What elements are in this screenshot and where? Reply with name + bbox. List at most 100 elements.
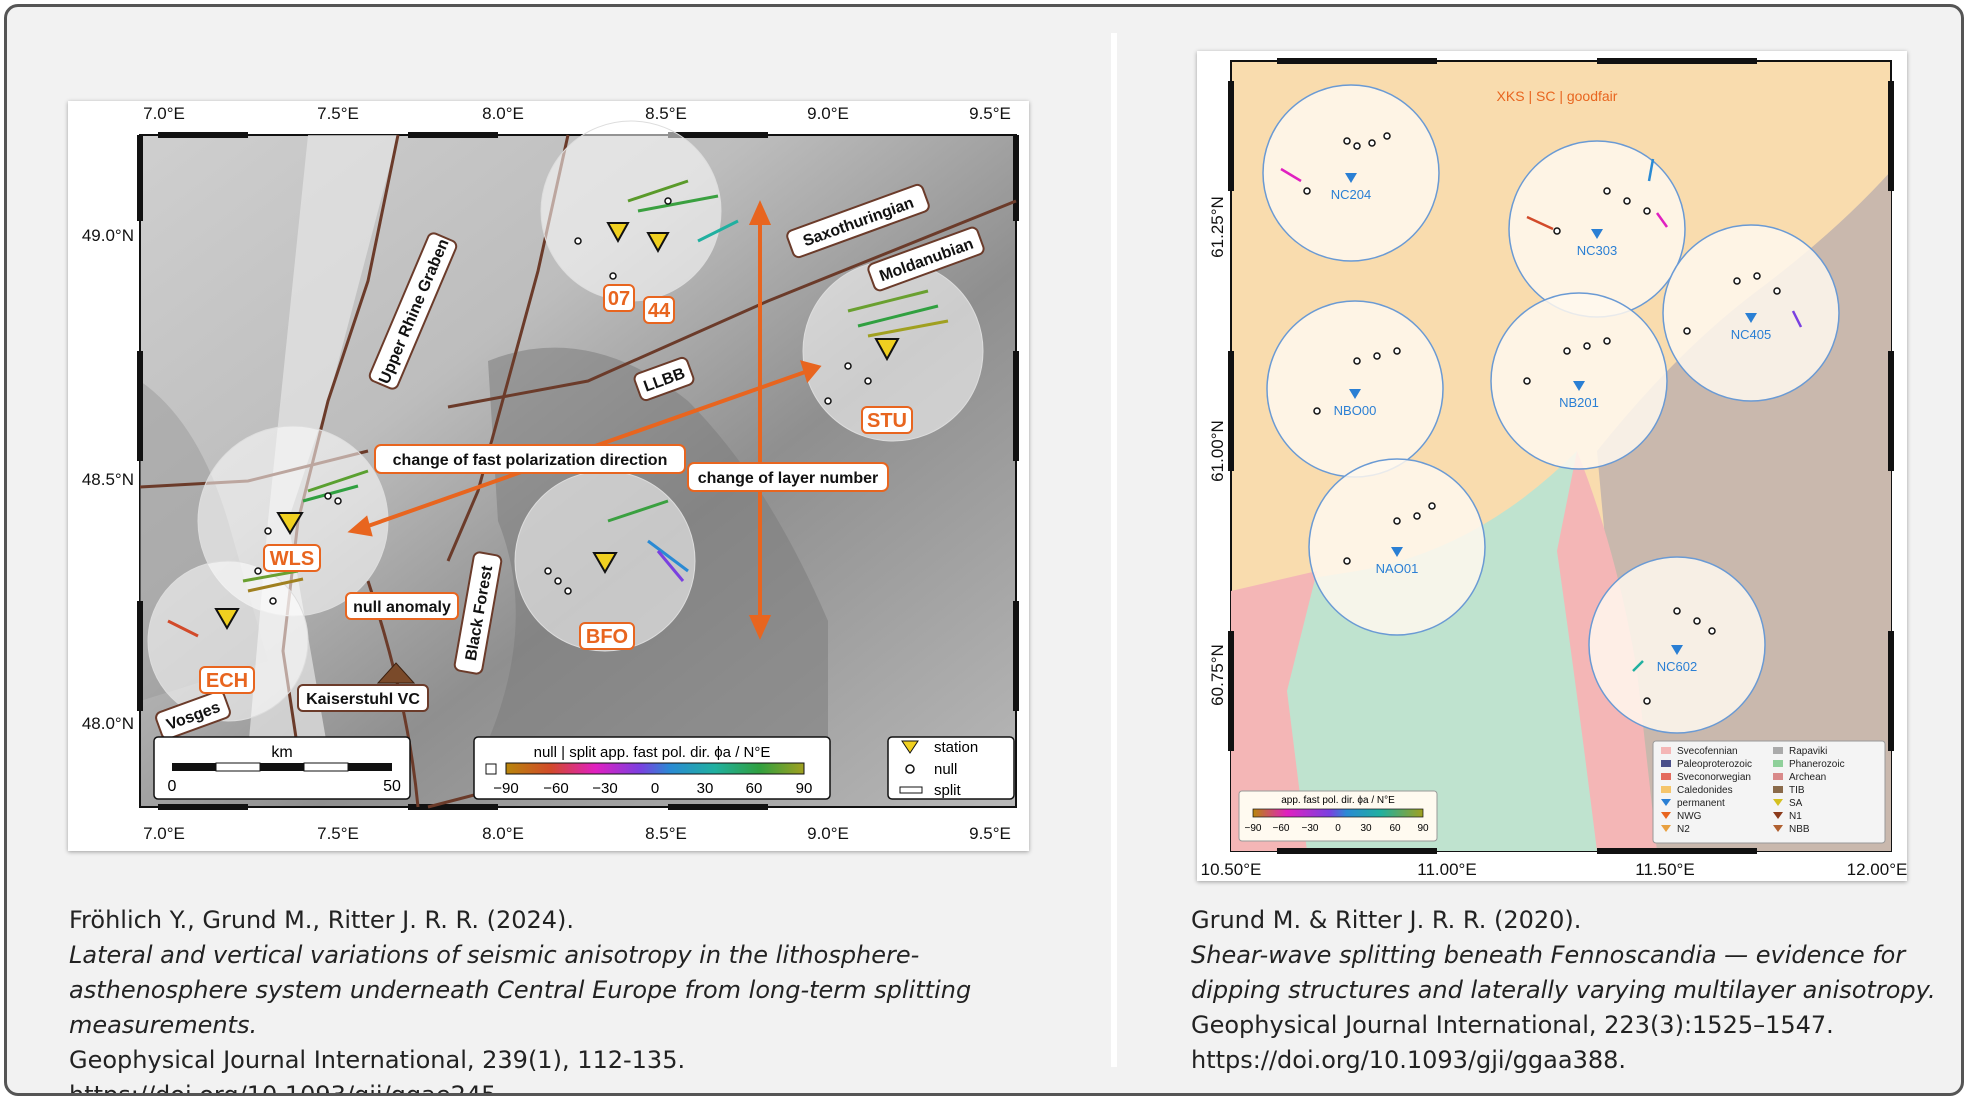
caption-left-journal: Geophysical Journal International, 239(1… <box>69 1046 686 1074</box>
colorbar-tick-2: −30 <box>592 780 617 797</box>
caption-right-doi[interactable]: https://doi.org/10.1093/gji/ggaa388. <box>1191 1046 1626 1074</box>
y-tick-1: 48.5°N <box>82 470 134 489</box>
r-colorbar-title: app. fast pol. dir. ϕa / N°E <box>1281 795 1395 806</box>
panel-divider <box>1111 33 1117 1067</box>
colorbar-tick-4: 30 <box>697 780 714 797</box>
r-y-tick-1: 61.00°N <box>1208 420 1227 482</box>
map-legend: station null split <box>887 736 1015 800</box>
right-title-tag: XKS | SC | goodfair <box>1497 88 1618 104</box>
x-tick-bottom-2: 8.0°E <box>482 824 524 843</box>
station-code-ech: ECH <box>206 670 248 692</box>
station-code-44: 44 <box>648 300 671 322</box>
x-tick-top-0: 7.0°E <box>143 104 185 123</box>
label-fast-pol: change of fast polarization direction <box>393 452 668 469</box>
legend-l-4: permanent <box>1677 798 1725 809</box>
fennoscandia-map-svg: 10.50°E 11.00°E 11.50°E 12.00°E 61.25°N … <box>1201 58 1907 879</box>
r-station-6: NC602 <box>1657 659 1697 674</box>
fennoscandia-map: 10.50°E 11.00°E 11.50°E 12.00°E 61.25°N … <box>1197 51 1907 881</box>
colorbar-tick-5: 60 <box>746 780 763 797</box>
r-x-tick-3: 12.00°E <box>1847 860 1907 879</box>
colorbar-title: null | split app. fast pol. dir. ϕa / N°… <box>534 744 771 761</box>
caption-left-authors: Fröhlich Y., Grund M., Ritter J. R. R. (… <box>69 906 575 934</box>
r-split-bars <box>1280 158 1803 672</box>
legend-r-3: TIB <box>1789 785 1805 796</box>
legend-l-3: Caledonides <box>1677 785 1733 796</box>
r-cbar-tick-5: 60 <box>1389 823 1401 834</box>
slide-frame: 7.0°E 7.5°E 8.0°E 8.5°E 9.0°E 9.5°E 7.0°… <box>4 4 1964 1096</box>
legend-l-0: Svecofennian <box>1677 746 1738 757</box>
caption-right-journal: Geophysical Journal International, 223(3… <box>1191 1011 1834 1039</box>
caption-right-authors: Grund M. & Ritter J. R. R. (2020). <box>1191 906 1582 934</box>
x-tick-bottom-0: 7.0°E <box>143 824 185 843</box>
legend-null: null <box>934 761 957 778</box>
null-markers <box>224 197 872 620</box>
x-tick-top-3: 8.5°E <box>645 104 687 123</box>
station-code-wls: WLS <box>270 548 314 570</box>
r-cbar-tick-3: 0 <box>1335 823 1341 834</box>
y-tick-2: 48.0°N <box>82 714 134 733</box>
r-cbar-tick-6: 90 <box>1417 823 1429 834</box>
r-station-2: NC405 <box>1731 327 1771 342</box>
colorbar: null | split app. fast pol. dir. ϕa / N°… <box>473 736 831 800</box>
legend-r-4: SA <box>1789 798 1803 809</box>
label-layer-number: change of layer number <box>698 470 879 487</box>
caption-right: Grund M. & Ritter J. R. R. (2020). Shear… <box>1191 903 1951 1078</box>
colorbar-tick-1: −60 <box>543 780 568 797</box>
r-x-tick-1: 11.00°E <box>1417 860 1476 879</box>
x-tick-top-2: 8.0°E <box>482 104 524 123</box>
colorbar-tick-6: 90 <box>796 780 813 797</box>
caption-left: Fröhlich Y., Grund M., Ritter J. R. R. (… <box>69 903 1079 1096</box>
legend-l-5: NWG <box>1677 811 1702 822</box>
station-code-07: 07 <box>608 288 630 310</box>
r-cbar-tick-4: 30 <box>1360 823 1372 834</box>
colorbar-tick-3: 0 <box>651 780 659 797</box>
scalebar: km 0 50 <box>153 736 411 800</box>
r-y-tick-2: 60.75°N <box>1208 644 1227 706</box>
r-station-0: NC204 <box>1331 187 1371 202</box>
station-codes: 07 44 STU WLS BFO ECH <box>199 284 913 694</box>
r-station-4: NB201 <box>1559 395 1599 410</box>
station-triangles <box>214 222 900 630</box>
r-station-5: NAO01 <box>1376 561 1419 576</box>
legend-station: station <box>934 739 978 756</box>
scalebar-unit: km <box>271 744 292 761</box>
x-tick-bottom-1: 7.5°E <box>317 824 359 843</box>
colorbar-tick-0: −90 <box>493 780 518 797</box>
label-null-anomaly: null anomaly <box>353 599 451 616</box>
legend-r-5: N1 <box>1789 811 1802 822</box>
r-station-triangles <box>1345 173 1757 655</box>
kaiserstuhl-icon <box>376 662 416 684</box>
r-station-3: NBO00 <box>1334 403 1377 418</box>
caption-left-title: Lateral and vertical variations of seism… <box>69 941 972 1039</box>
x-tick-top-1: 7.5°E <box>317 104 359 123</box>
label-kaiserstuhl: Kaiserstuhl VC <box>306 691 420 708</box>
station-code-stu: STU <box>867 410 907 432</box>
legend-r-1: Phanerozoic <box>1789 759 1845 770</box>
y-tick-0: 49.0°N <box>82 226 134 245</box>
legend-r-6: NBB <box>1789 824 1810 835</box>
x-tick-bottom-4: 9.0°E <box>807 824 849 843</box>
legend-r-2: Archean <box>1789 772 1826 783</box>
x-tick-bottom-3: 8.5°E <box>645 824 687 843</box>
r-colorbar: app. fast pol. dir. ϕa / N°E −90 −60 −30… <box>1238 790 1438 842</box>
r-null-markers <box>1303 132 1781 705</box>
r-x-tick-0: 10.50°E <box>1201 860 1262 879</box>
r-cbar-tick-2: −30 <box>1302 823 1319 834</box>
central-europe-map-svg: 7.0°E 7.5°E 8.0°E 8.5°E 9.0°E 9.5°E 7.0°… <box>82 104 1019 843</box>
legend-l-6: N2 <box>1677 824 1690 835</box>
legend-r-0: Rapaviki <box>1789 746 1827 757</box>
x-tick-bottom-5: 9.5°E <box>969 824 1011 843</box>
r-geology-legend: Svecofennian Paleoproterozoic Sveconorwe… <box>1652 740 1886 844</box>
r-cbar-tick-1: −60 <box>1273 823 1290 834</box>
r-cbar-tick-0: −90 <box>1245 823 1262 834</box>
station-code-bfo: BFO <box>586 626 628 648</box>
r-y-tick-0: 61.25°N <box>1208 196 1227 258</box>
r-x-tick-2: 11.50°E <box>1635 860 1694 879</box>
flat-labels: Kaiserstuhl VC change of fast polarizati… <box>297 444 889 712</box>
caption-left-doi[interactable]: https://doi.org/10.1093/gji/ggae245. <box>69 1081 505 1096</box>
legend-l-2: Sveconorwegian <box>1677 772 1751 783</box>
r-station-names: NC204 NC303 NC405 NBO00 NB201 NAO01 NC60… <box>1331 187 1771 674</box>
scalebar-start: 0 <box>168 778 177 795</box>
x-tick-top-5: 9.5°E <box>969 104 1011 123</box>
legend-split: split <box>934 782 962 799</box>
